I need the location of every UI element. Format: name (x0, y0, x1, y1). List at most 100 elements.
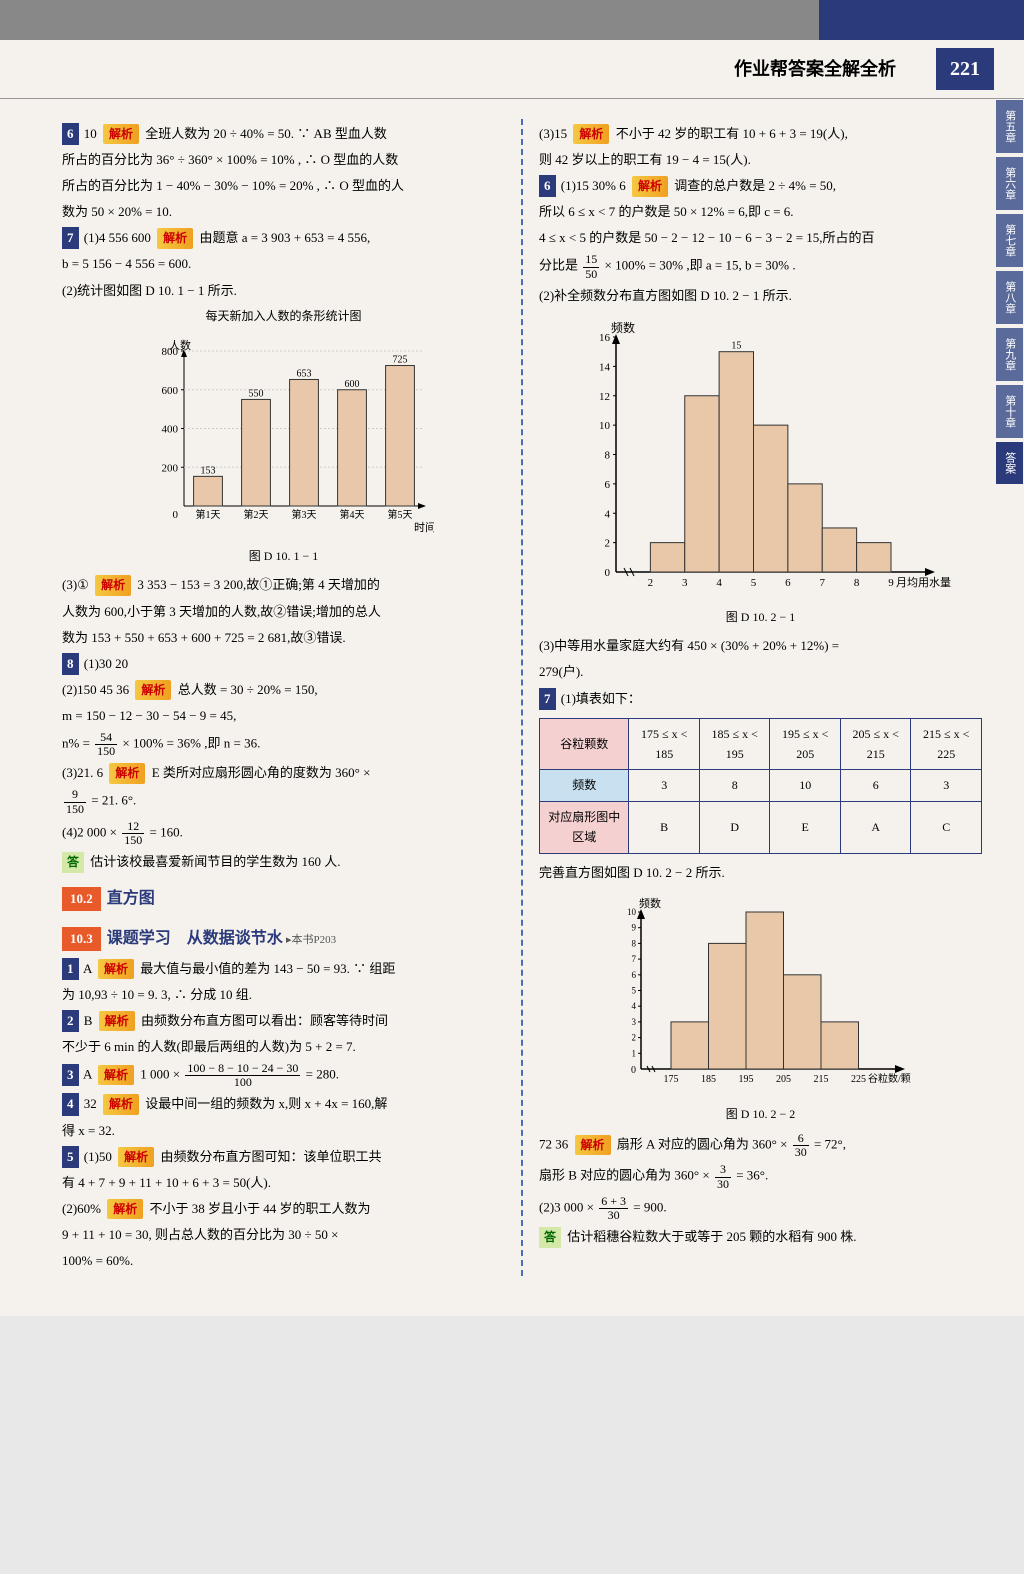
jiexi-badge: 解析 (103, 124, 139, 144)
column-divider (521, 119, 523, 1276)
q1: 1 A 解析 最大值与最小值的差为 143 − 50 = 93. ∵ 组距 (62, 958, 505, 980)
text: 279(户). (539, 661, 982, 683)
svg-text:第4天: 第4天 (339, 508, 364, 521)
svg-text:225: 225 (851, 1074, 866, 1085)
histogram-chart-2: 2468101214162345678915频数月均用水量/t0 (571, 317, 951, 597)
svg-text:16: 16 (599, 332, 611, 344)
svg-text:10: 10 (599, 420, 611, 432)
text: (3)中等用水量家庭大约有 450 × (30% + 20% + 12%) = (539, 635, 982, 657)
q7-ans: 答 估计稻穗谷粒数大于或等于 205 颗的水稻有 900 株. (539, 1226, 982, 1248)
header: 作业帮答案全解全析 221 (0, 40, 1024, 99)
svg-text:12: 12 (599, 391, 610, 403)
text: 所占的百分比为 1 − 40% − 30% − 10% = 20% , ∴ O … (62, 175, 505, 197)
q6-line: 6 10 解析 全班人数为 20 ÷ 40% = 50. ∵ AB 型血人数 (62, 123, 505, 145)
q8-frac2: 9150 = 21. 6°. (62, 788, 505, 815)
svg-text:8: 8 (604, 449, 610, 461)
svg-text:4: 4 (716, 577, 722, 589)
text: 完善直方图如图 D 10. 2 − 2 所示. (539, 862, 982, 884)
q7-num: 7 (62, 227, 79, 249)
text: b = 5 156 − 4 556 = 600. (62, 253, 505, 275)
svg-text:第3天: 第3天 (291, 508, 316, 521)
chart2-caption: 图 D 10. 2 − 1 (539, 607, 982, 627)
svg-text:8: 8 (853, 577, 859, 589)
q2: 2 B 解析 由频数分布直方图可以看出：顾客等待时间 (62, 1010, 505, 1032)
svg-text:2: 2 (604, 538, 610, 550)
q7-2c: (2)3 000 × 6 + 330 = 900. (539, 1195, 982, 1222)
da-badge: 答 (62, 852, 84, 872)
svg-text:第5天: 第5天 (387, 508, 412, 521)
svg-text:频数: 频数 (611, 320, 635, 335)
svg-text:200: 200 (161, 462, 178, 474)
right-column: (3)15 解析 不小于 42 岁的职工有 10 + 6 + 3 = 19(人)… (527, 119, 994, 1276)
jiexi-badge: 解析 (632, 176, 668, 196)
jiexi-badge: 解析 (109, 763, 145, 783)
svg-text:4: 4 (604, 508, 610, 520)
jiexi-badge: 解析 (95, 575, 131, 595)
q8-4: (4)2 000 × 12150 = 160. (62, 820, 505, 847)
text: 100% = 60%. (62, 1250, 505, 1272)
q8-ans: 答 估计该校最喜爱新闻节目的学生数为 160 人. (62, 851, 505, 873)
jiexi-badge: 解析 (573, 124, 609, 144)
q8-1: 8 (1)30 20 (62, 653, 505, 675)
text: 得 x = 32. (62, 1120, 505, 1142)
q6-num: 6 (62, 123, 79, 145)
svg-text:6: 6 (604, 479, 610, 491)
q5-3: (3)15 解析 不小于 42 岁的职工有 10 + 6 + 3 = 19(人)… (539, 123, 982, 145)
svg-text:14: 14 (599, 361, 611, 373)
svg-text:5: 5 (631, 985, 636, 995)
svg-text:9: 9 (888, 577, 894, 589)
q5-2: (2)60% 解析 不小于 38 岁且小于 44 岁的职工人数为 (62, 1198, 505, 1220)
svg-text:6: 6 (631, 969, 636, 979)
q7-3: (3)① 解析 3 353 − 153 = 3 200,故①正确;第 4 天增加… (62, 574, 505, 596)
chart3-caption: 图 D 10. 2 − 2 (539, 1104, 982, 1124)
text: 所以 6 ≤ x < 7 的户数是 50 × 12% = 6,即 c = 6. (539, 201, 982, 223)
q5-1: 5 (1)50 解析 由频数分布直方图可知：该单位职工共 (62, 1146, 505, 1168)
page: 作业帮答案全解全析 221 第五章 第六章 第七章 第八章 第九章 第十章 答案… (0, 0, 1024, 1316)
histogram-chart-3: 12345678910175185195205215225频数谷粒数/颗0 (601, 894, 921, 1094)
svg-text:15: 15 (731, 341, 741, 352)
svg-text:600: 600 (344, 379, 359, 390)
q6r: 6 (1)15 30% 6 解析 调查的总户数是 2 ÷ 4% = 50, (539, 175, 982, 197)
bar-chart-1: 200400600800153第1天550第2天653第3天600第4天725第… (134, 336, 434, 536)
left-column: 6 10 解析 全班人数为 20 ÷ 40% = 50. ∵ AB 型血人数 所… (50, 119, 517, 1276)
svg-text:人数: 人数 (169, 339, 191, 352)
text: 4 ≤ x < 5 的户数是 50 − 2 − 12 − 10 − 6 − 3 … (539, 227, 982, 249)
svg-text:400: 400 (161, 424, 178, 436)
section-10-2: 10.2直方图 (62, 885, 505, 912)
text: 有 4 + 7 + 9 + 11 + 10 + 6 + 3 = 50(人). (62, 1172, 505, 1194)
text: 数为 153 + 550 + 653 + 600 + 725 = 2 681,故… (62, 627, 505, 649)
svg-text:1: 1 (631, 1048, 636, 1058)
jiexi-badge: 解析 (135, 680, 171, 700)
jiexi-badge: 解析 (575, 1135, 611, 1155)
chart1-title: 每天新加入人数的条形统计图 (62, 306, 505, 326)
svg-text:频数: 频数 (639, 896, 661, 910)
page-number: 221 (936, 48, 994, 90)
svg-text:205: 205 (776, 1074, 791, 1085)
svg-text:4: 4 (631, 1001, 636, 1011)
text: (2)统计图如图 D 10. 1 − 1 所示. (62, 280, 505, 302)
svg-text:6: 6 (785, 577, 791, 589)
svg-text:10: 10 (627, 907, 637, 917)
jiexi-badge: 解析 (103, 1094, 139, 1114)
text: (2)补全频数分布直方图如图 D 10. 2 − 1 所示. (539, 285, 982, 307)
top-bar (0, 0, 1024, 40)
q7-2b: 扇形 B 对应的圆心角为 360° × 330 = 36°. (539, 1163, 982, 1190)
jiexi-badge: 解析 (98, 959, 134, 979)
text: 人数为 600,小于第 3 天增加的人数,故②错误;增加的总人 (62, 601, 505, 623)
jiexi-badge: 解析 (99, 1011, 135, 1031)
q3: 3 A 解析 1 000 × 100 − 8 − 10 − 24 − 30100… (62, 1062, 505, 1089)
svg-text:月均用水量/t: 月均用水量/t (896, 576, 951, 589)
q6r-frac: 分比是 1550 × 100% = 30% ,即 a = 15, b = 30%… (539, 253, 982, 280)
svg-text:时间: 时间 (414, 521, 434, 534)
svg-text:0: 0 (172, 509, 178, 521)
svg-text:153: 153 (200, 465, 215, 476)
svg-text:7: 7 (819, 577, 825, 589)
svg-text:9: 9 (631, 922, 636, 932)
jiexi-badge: 解析 (98, 1065, 134, 1085)
text: 不少于 6 min 的人数(即最后两组的人数)为 5 + 2 = 7. (62, 1036, 505, 1058)
text: 9 + 11 + 10 = 30, 则占总人数的百分比为 30 ÷ 50 × (62, 1224, 505, 1246)
svg-text:550: 550 (248, 388, 263, 399)
svg-text:3: 3 (631, 1017, 636, 1027)
svg-text:175: 175 (663, 1074, 678, 1085)
svg-text:5: 5 (750, 577, 756, 589)
